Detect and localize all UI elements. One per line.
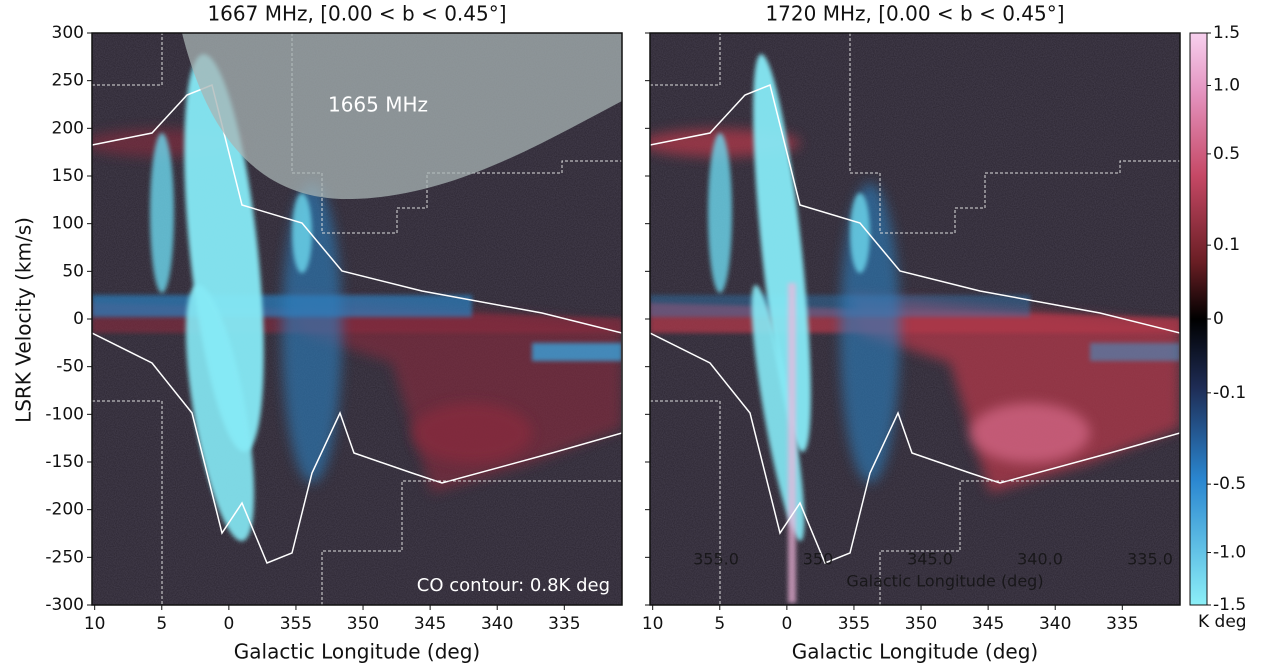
- x-tick-label: 335: [1106, 614, 1138, 634]
- x-axis-label: Galactic Longitude (deg): [792, 640, 1038, 664]
- inset-tick-label: 345.0: [907, 550, 953, 569]
- emission-cyan: [850, 193, 870, 273]
- co-contour: [92, 83, 622, 564]
- colorbar-label: K deg: [1198, 612, 1247, 632]
- emission-blue: [532, 343, 622, 361]
- x-tick-label: 350: [347, 614, 379, 634]
- x-tick-label: 10: [642, 614, 664, 634]
- colorbar-tick-label: 0.5: [1213, 144, 1240, 164]
- x-tick-label: 5: [714, 614, 725, 634]
- y-tick-label: 0: [73, 309, 84, 329]
- survey-boundary: [92, 33, 163, 86]
- emission-blue: [650, 295, 1030, 317]
- colorbar-tick-label: -1.0: [1213, 543, 1246, 563]
- x-tick-label: 0: [223, 614, 234, 634]
- y-tick-label: 250: [52, 71, 84, 91]
- y-tick-label: 100: [52, 214, 84, 234]
- y-tick-label: 50: [62, 261, 84, 281]
- emission-cyan: [292, 193, 312, 273]
- x-tick-label: 340: [481, 614, 513, 634]
- survey-boundary: [879, 480, 1180, 605]
- co-contour: [650, 83, 1180, 564]
- annotation: 1665 MHz: [328, 93, 428, 117]
- x-tick-label: 345: [972, 614, 1004, 634]
- y-tick-label: -200: [45, 500, 84, 520]
- emission-red: [412, 403, 532, 463]
- inset-tick-label: 350: [803, 550, 834, 569]
- x-tick-label: 355: [838, 614, 870, 634]
- x-tick-label: 335: [548, 614, 580, 634]
- emission-blue: [92, 295, 472, 317]
- emission-cyan: [708, 133, 732, 293]
- inset-tick-label: 340.0: [1017, 550, 1063, 569]
- x-tick-label: 340: [1039, 614, 1071, 634]
- survey-boundary: [321, 480, 622, 605]
- emission-cyan: [150, 133, 174, 293]
- y-tick-label: -300: [45, 595, 84, 615]
- emission-blue: [840, 183, 900, 483]
- emission-cyan: [753, 54, 811, 452]
- plot-image: [650, 33, 1180, 605]
- chart-title: 1720 MHz, [0.00 < b < 0.45°]: [765, 2, 1064, 26]
- inset-tick-label: 355.0: [693, 550, 739, 569]
- plot-image: [92, 33, 622, 605]
- emission-red: [970, 403, 1090, 463]
- x-tick-label: 0: [781, 614, 792, 634]
- colorbar-tick-label: 0.1: [1213, 235, 1240, 255]
- plot-frame: [649, 32, 1181, 606]
- x-tick-label: 5: [156, 614, 167, 634]
- y-tick-label: -250: [45, 547, 84, 567]
- emission-pink: [788, 283, 796, 603]
- overlay-1665: [182, 33, 622, 200]
- survey-boundary: [849, 33, 1180, 234]
- annotation: CO contour: 0.8K deg: [417, 575, 610, 596]
- colorbar-tick-label: -0.1: [1213, 383, 1246, 403]
- colorbar-tick-label: -1.5: [1213, 595, 1246, 615]
- survey-boundary: [92, 400, 163, 605]
- chart-title: 1667 MHz, [0.00 < b < 0.45°]: [207, 2, 506, 26]
- colorbar-tick-label: 1.0: [1213, 75, 1240, 95]
- colorbar-tick-label: -0.5: [1213, 474, 1246, 494]
- inset-tick-label: 335.0: [1127, 550, 1173, 569]
- y-tick-label: -100: [45, 404, 84, 424]
- plot-frame: [91, 32, 623, 606]
- colorbar: [1189, 32, 1208, 606]
- y-tick-label: 300: [52, 23, 84, 43]
- colorbar-tick-label: 1.5: [1213, 23, 1240, 43]
- emission-cyan: [185, 284, 255, 542]
- x-tick-label: 350: [905, 614, 937, 634]
- y-tick-label: 200: [52, 118, 84, 138]
- colorbar-tick-label: 0: [1213, 309, 1224, 329]
- survey-boundary: [650, 33, 721, 86]
- inset-axis-label: Galactic Longitude (deg): [846, 572, 1043, 591]
- x-tick-label: 345: [414, 614, 446, 634]
- emission-blue: [282, 183, 342, 483]
- emission-cyan: [184, 54, 264, 452]
- y-tick-label: -150: [45, 452, 84, 472]
- survey-boundary: [650, 400, 721, 605]
- x-tick-label: 10: [84, 614, 106, 634]
- y-axis-label: LSRK Velocity (km/s): [12, 217, 36, 423]
- x-tick-label: 355: [280, 614, 312, 634]
- x-axis-label: Galactic Longitude (deg): [234, 640, 480, 664]
- emission-blue: [1090, 343, 1180, 361]
- y-tick-label: 150: [52, 166, 84, 186]
- y-tick-label: -50: [56, 357, 84, 377]
